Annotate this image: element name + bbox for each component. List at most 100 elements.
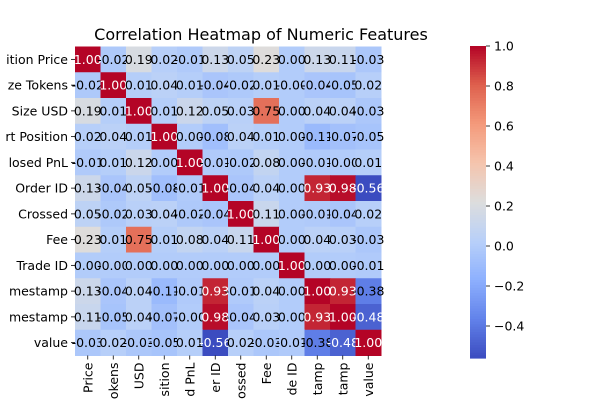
heatmap-cell [100,304,127,331]
heatmap-cell [253,46,280,73]
cell-value-label: -0.04 [199,206,231,221]
cell-value-label: -0.04 [301,78,333,93]
cell-value-label: -0.01 [301,206,333,221]
heatmap-cell [177,98,203,125]
heatmap-cell [253,149,280,176]
cell-value-label: 0.23 [252,52,280,67]
row-tick-label: mestamp [9,309,68,324]
heatmap-cell [355,98,382,125]
colorbar-gradient-segment [470,183,486,187]
heatmap-cell [330,278,356,305]
cell-value-label: -0.02 [225,155,257,170]
cell-value-label: -0.01 [301,155,333,170]
cell-value-label: 0.00 [150,155,178,170]
cell-value-label: -0.38 [352,284,384,299]
colorbar-gradient-segment [470,233,486,237]
cell-value-label: 0.01 [125,78,153,93]
heatmap-cell [355,149,382,176]
colorbar-gradient-segment [470,269,486,273]
colorbar-gradient-segment [470,298,486,302]
cell-value-label: 0.04 [125,309,153,324]
colorbar-gradient-segment [470,105,486,109]
cell-value-label: 0.00 [278,284,306,299]
heatmap-cell [228,175,254,202]
heatmap-cell [279,98,305,125]
colorbar-gradient-segment [470,251,486,255]
heatmap-cell [126,72,152,99]
heatmap-cell [253,123,280,150]
cell-value-label: 0.11 [227,232,255,247]
colorbar-gradient-segment [470,334,486,338]
heatmap-cell [75,123,101,150]
cell-value-label: 0.08 [252,155,280,170]
colorbar-gradient-segment [470,282,486,286]
cell-value-label: -0.04 [225,309,257,324]
heatmap-cell [330,123,356,150]
cell-value-label: 0.01 [99,155,127,170]
cell-value-label: -0.05 [327,78,359,93]
heatmap-cell [151,278,178,305]
colorbar-gradient-segment [470,342,486,346]
colorbar-tick-label: −0.2 [494,279,524,294]
heatmap-cell [279,304,305,331]
cell-value-label: -0.07 [327,129,359,144]
colorbar-gradient-segment [470,324,486,328]
colorbar-gradient-segment [470,329,486,333]
cell-value-label: 0.04 [150,78,178,93]
heatmap-cells: 1.00-0.020.190.02-0.010.130.050.230.000.… [72,46,384,356]
row-tick-label: Crossed [18,206,68,221]
colorbar-gradient-segment [470,259,486,263]
heatmap-cell [253,304,280,331]
heatmap-cell [253,98,280,125]
row-tick-label: value [34,335,68,350]
colorbar-gradient-segment [470,92,486,96]
colorbar-gradient-segment [470,352,486,356]
cell-value-label: -0.03 [72,335,104,350]
heatmap-cell [151,201,178,228]
cell-value-label: 0.02 [150,52,178,67]
colorbar-gradient-segment [470,313,486,317]
colorbar-gradient-segment [470,355,486,359]
colorbar-gradient-segment [470,74,486,78]
cell-value-label: 0.03 [125,206,153,221]
colorbar-gradient-segment [470,48,486,52]
heatmap-cell [228,226,254,253]
heatmap-cell [355,304,382,331]
colorbar-gradient-segment [470,103,486,107]
heatmap-cell [100,123,127,150]
cell-value-label: 0.00 [278,52,306,67]
colorbar-gradient-segment [470,155,486,159]
cell-value-label: -0.03 [352,52,384,67]
heatmap-cell [177,46,203,73]
heatmap-cell [75,278,101,305]
cell-value-label: -0.05 [352,129,384,144]
heatmap-cell [228,72,254,99]
colorbar-gradient-segment [470,82,486,86]
cell-value-label: 0.04 [252,284,280,299]
cell-value-label: 0.75 [125,232,153,247]
colorbar-gradient-segment [470,118,486,122]
colorbar-gradient-segment [470,59,486,63]
cell-value-label: 0.04 [99,129,127,144]
heatmap-cell [355,201,382,228]
cell-value-label: 0.00 [278,155,306,170]
heatmap-cell [304,201,331,228]
heatmap-cell [75,72,101,99]
colorbar-gradient-segment [470,124,486,128]
col-tick-label: de ID [284,363,299,396]
colorbar-gradient-segment [470,264,486,268]
colorbar-gradient-segment [470,272,486,276]
cell-value-label: -0.48 [327,335,359,350]
heatmap-cell [151,72,178,99]
heatmap-cell [355,123,382,150]
heatmap-cell [355,278,382,305]
cell-value-label: 0.00 [74,258,102,273]
colorbar-gradient-segment [470,98,486,102]
colorbar-gradient-segment [470,321,486,325]
colorbar-gradient-segment [470,87,486,91]
cell-value-label: 0.00 [176,129,204,144]
heatmap-cell [279,252,305,279]
heatmap-cell [202,46,229,73]
colorbar-gradient-segment [470,139,486,143]
